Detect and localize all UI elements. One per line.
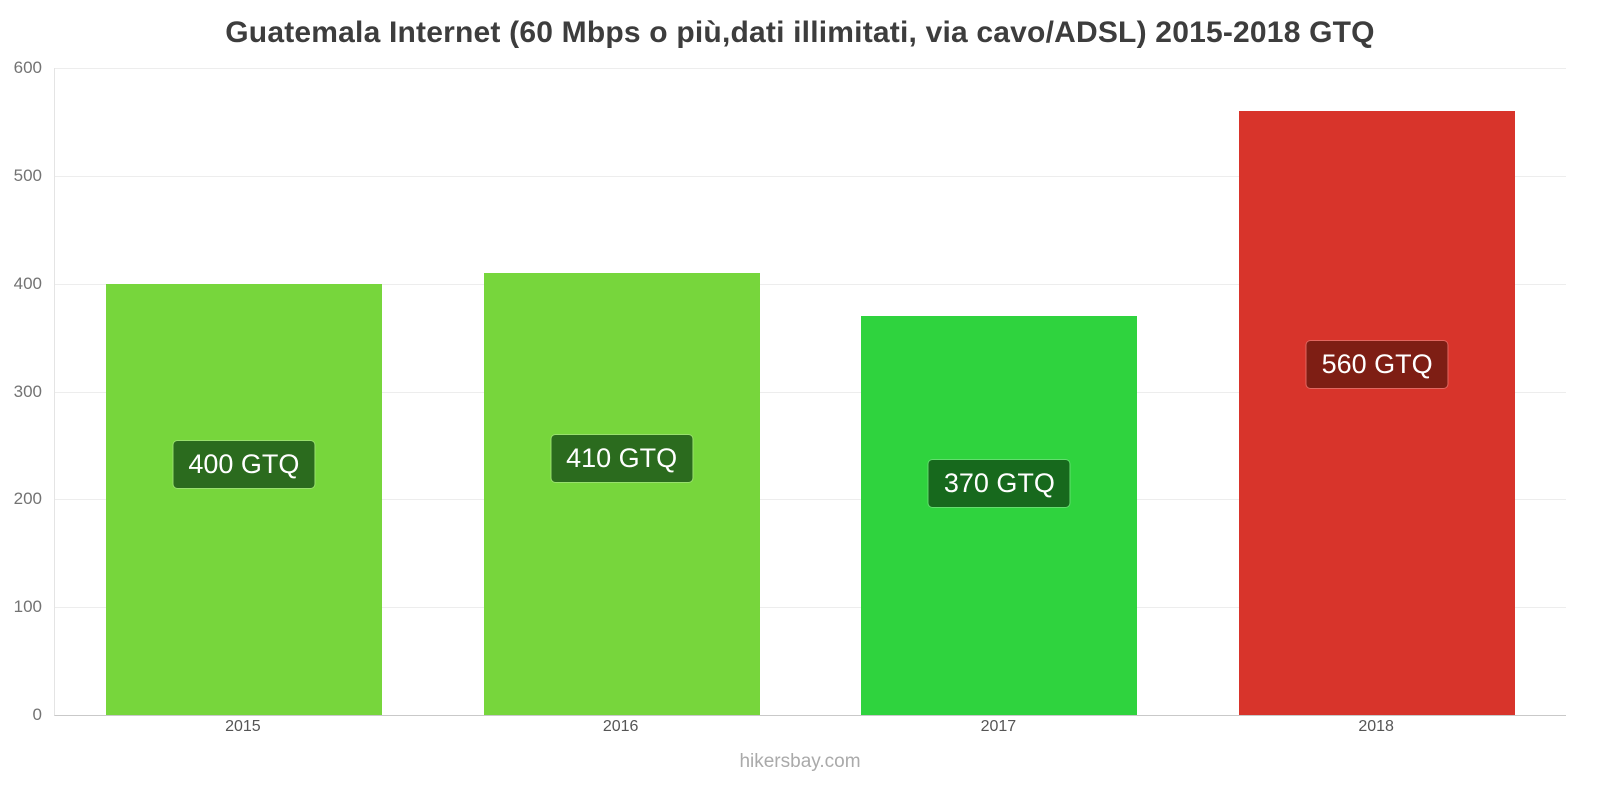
plot-area: 400 GTQ 410 GTQ 370 GTQ 560 GTQ xyxy=(54,68,1566,716)
y-axis-tick-label: 600 xyxy=(13,58,42,77)
bar-value-label: 560 GTQ xyxy=(1306,340,1448,388)
gridline-100 xyxy=(55,607,1566,609)
bar-value-label: 370 GTQ xyxy=(928,459,1070,507)
x-axis-tick-label: 2018 xyxy=(1358,718,1394,735)
bar-2018[interactable]: 560 GTQ xyxy=(1239,111,1516,715)
bar-value-label: 400 GTQ xyxy=(173,440,315,488)
gridline-400 xyxy=(55,283,1566,285)
y-axis-tick-label: 400 xyxy=(13,273,42,293)
bar-value-label: 410 GTQ xyxy=(551,434,693,482)
gridline-500 xyxy=(55,175,1566,177)
y-axis-tick-label: 200 xyxy=(13,489,42,509)
y-axis-tick-label: 100 xyxy=(13,597,42,617)
gridline-300 xyxy=(55,391,1566,393)
x-axis-tick-label: 2015 xyxy=(225,718,261,735)
y-axis-tick-label: 300 xyxy=(13,381,42,401)
y-axis-tick-label: 500 xyxy=(13,165,42,185)
bar-2016[interactable]: 410 GTQ xyxy=(483,272,760,715)
bar-2017[interactable]: 370 GTQ xyxy=(861,316,1138,715)
x-axis-tick-label: 2017 xyxy=(980,718,1017,735)
bar-2015[interactable]: 400 GTQ xyxy=(105,283,382,715)
gridline-600 xyxy=(55,68,1566,69)
watermark-link[interactable]: hikersbay.com xyxy=(739,751,861,772)
chart-title: Guatemala Internet (60 Mbps o più,dati i… xyxy=(225,16,1375,49)
y-axis-tick-label: 0 xyxy=(32,705,42,724)
gridline-200 xyxy=(55,499,1566,501)
x-axis-tick-label: 2016 xyxy=(602,718,639,735)
